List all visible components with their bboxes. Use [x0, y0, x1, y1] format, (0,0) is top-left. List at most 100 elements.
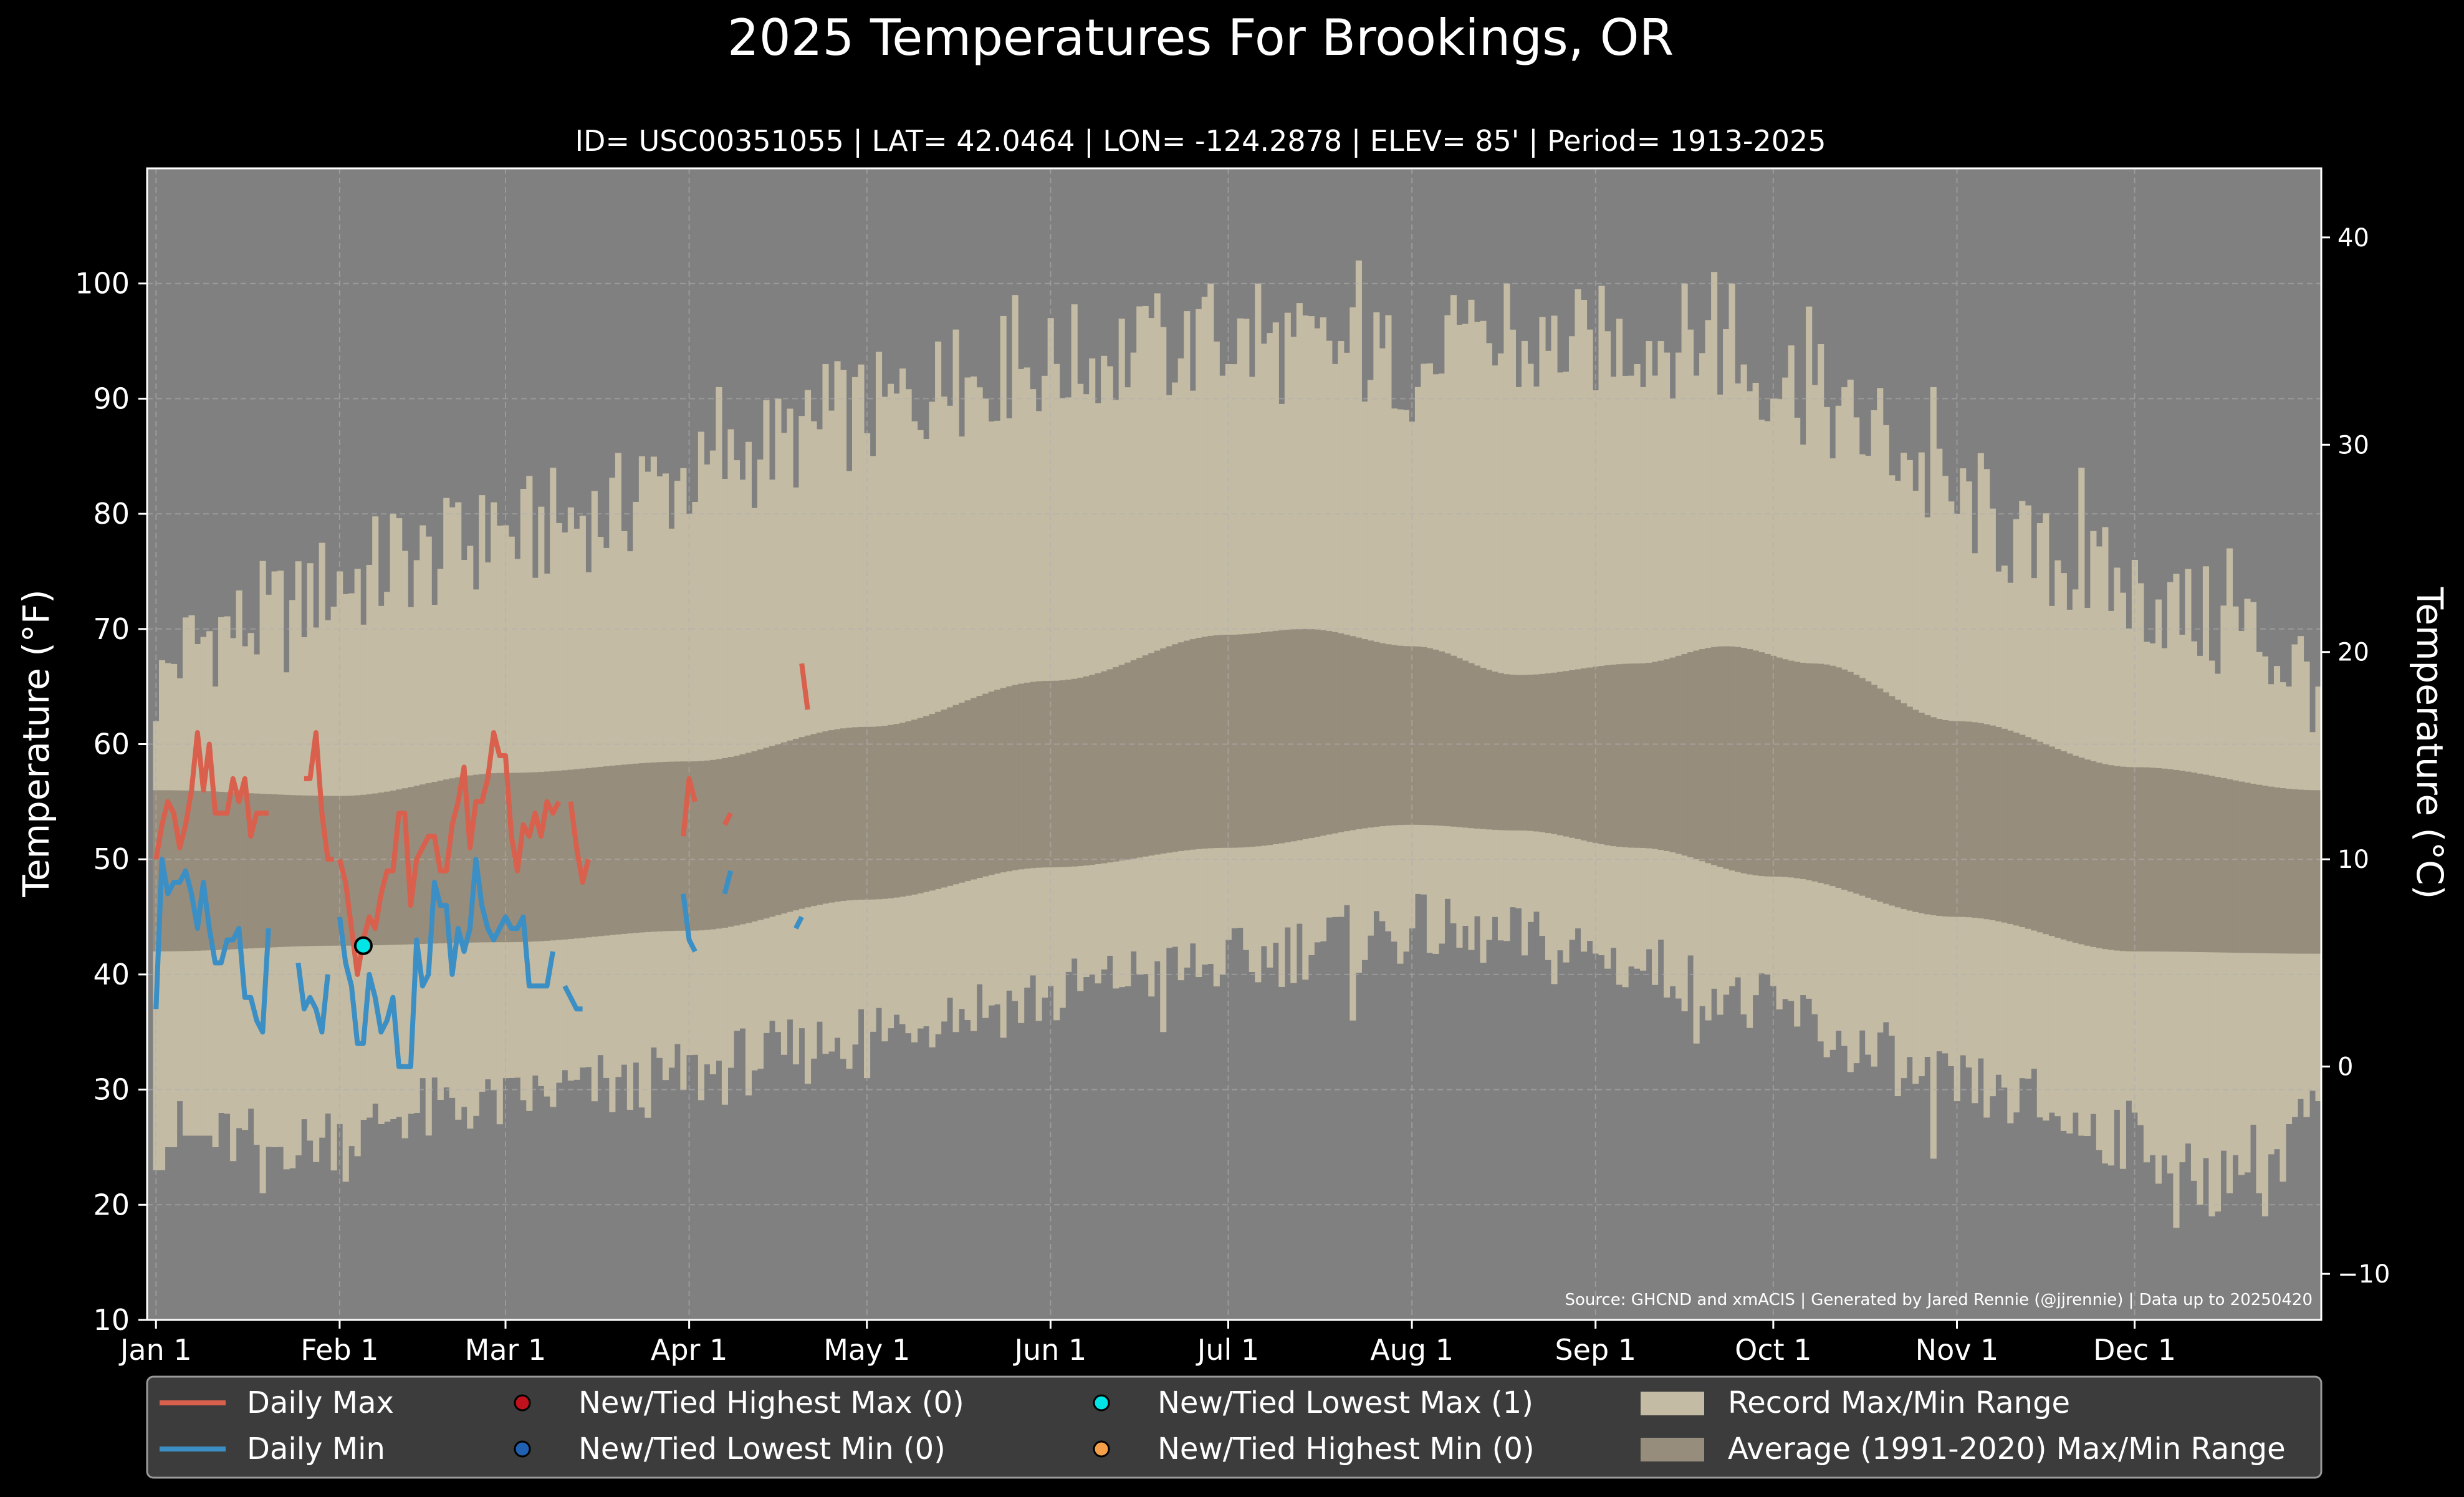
normal-range-bar — [1201, 637, 1208, 849]
normal-range-bar — [2208, 776, 2215, 953]
legend-daily-max-label: Daily Max — [247, 1385, 394, 1420]
normal-range-bar — [1622, 663, 1629, 848]
normal-range-bar — [307, 796, 314, 946]
normal-range-bar — [935, 711, 942, 889]
normal-range-bar — [360, 794, 367, 946]
normal-range-bar — [455, 777, 462, 943]
daily-min-line — [722, 870, 734, 895]
record-range-bar — [1598, 286, 1605, 956]
normal-range-bar — [491, 773, 497, 943]
record-range-bar — [1563, 372, 1570, 963]
y-tick-label: 40 — [93, 958, 130, 991]
normal-range-bar — [804, 735, 812, 908]
normal-range-bar — [1497, 673, 1505, 830]
normal-range-bar — [2315, 790, 2322, 954]
normal-range-bar — [2114, 766, 2121, 951]
normal-range-bar — [870, 726, 876, 900]
normal-range-bar — [751, 751, 758, 922]
normal-range-bar — [1717, 646, 1723, 867]
normal-range-bar — [1136, 657, 1143, 858]
normal-range-bar — [1705, 648, 1712, 864]
normal-range-bar — [579, 768, 586, 938]
normal-range-bar — [1255, 633, 1262, 847]
normal-range-bar — [502, 773, 509, 943]
record-range-bar — [716, 387, 722, 1061]
record-range-bar — [1527, 363, 1534, 922]
normal-range-bar — [550, 771, 557, 941]
y-right-tick-label: 30 — [2337, 431, 2369, 460]
normal-range-bar — [1664, 659, 1671, 851]
normal-range-bar — [2078, 758, 2085, 945]
record-range-bar — [1207, 283, 1214, 964]
record-range-bar — [1101, 355, 1108, 970]
normal-range-bar — [1556, 671, 1564, 835]
normal-range-bar — [1669, 657, 1676, 853]
daily-min-line — [793, 915, 804, 930]
normal-range-bar — [2143, 767, 2150, 951]
normal-range-bar — [709, 759, 716, 930]
normal-range-bar — [2043, 744, 2049, 935]
daily-max-line — [568, 801, 591, 885]
normal-range-bar — [2007, 730, 2014, 924]
normal-range-bar — [1580, 668, 1588, 841]
record-range-bar — [1687, 329, 1694, 956]
record-range-bar — [1071, 304, 1078, 959]
normal-range-bar — [680, 761, 687, 931]
daily-max-line — [681, 776, 697, 837]
normal-range-bar — [863, 726, 871, 900]
normal-range-bar — [1172, 644, 1179, 852]
normal-range-bar — [952, 705, 959, 885]
normal-range-bar — [431, 782, 438, 944]
legend-new-low-min-label: New/Tied Lowest Min (0) — [578, 1432, 946, 1466]
normal-range-bar — [1723, 646, 1730, 869]
normal-range-bar — [2232, 780, 2239, 953]
normal-range-bar — [484, 773, 491, 943]
y-tick-label: 60 — [93, 728, 130, 761]
normal-range-bar — [976, 696, 983, 878]
x-tick-label: Jul 1 — [1196, 1333, 1259, 1367]
normal-range-bar — [1758, 652, 1765, 877]
normal-range-bar — [295, 795, 302, 946]
normal-range-bar — [325, 796, 332, 946]
normal-range-bar — [911, 720, 918, 895]
normal-range-bar — [425, 783, 432, 944]
legend-record-label: Record Max/Min Range — [1728, 1385, 2070, 1420]
daily-max-line — [337, 730, 562, 977]
normal-range-bar — [1071, 678, 1078, 867]
normal-range-bar — [532, 772, 539, 942]
record-range-bar — [1385, 315, 1392, 931]
series-daily-min — [153, 857, 804, 1069]
normal-range-bar — [2185, 771, 2192, 952]
normal-range-bar — [1960, 721, 1967, 917]
normal-range-bar — [496, 773, 503, 943]
record-range-bar — [1355, 260, 1362, 973]
normal-range-bar — [840, 728, 847, 902]
normal-range-bar — [597, 766, 604, 936]
normal-range-bar — [188, 791, 195, 951]
normal-range-bar — [330, 796, 337, 946]
x-tick-label: Mar 1 — [465, 1333, 547, 1367]
normal-range-bar — [1901, 703, 1907, 910]
normal-range-bar — [1166, 646, 1172, 853]
y-tick-label: 20 — [93, 1188, 130, 1221]
normal-range-bar — [1012, 685, 1019, 870]
record-range-bar — [899, 368, 906, 1024]
record-range-bar — [888, 383, 894, 1029]
normal-range-bar — [674, 761, 681, 931]
record-range-bar — [1681, 283, 1688, 1012]
normal-range-bar — [1930, 717, 1937, 915]
normal-range-bar — [508, 773, 515, 943]
normal-range-bar — [366, 794, 373, 946]
normal-range-bar — [1806, 663, 1813, 880]
normal-range-bar — [668, 761, 675, 931]
normal-range-bar — [1331, 632, 1338, 834]
normal-range-bar — [763, 748, 770, 918]
normal-range-bar — [1160, 648, 1167, 854]
normal-range-bar — [1539, 673, 1546, 832]
normal-range-bar — [1770, 655, 1777, 877]
normal-range-bar — [2220, 777, 2227, 953]
record-range-bar — [1728, 283, 1735, 986]
record-range-bar — [822, 363, 829, 1054]
normal-range-bar — [591, 767, 598, 937]
normal-range-bar — [1995, 727, 2002, 922]
